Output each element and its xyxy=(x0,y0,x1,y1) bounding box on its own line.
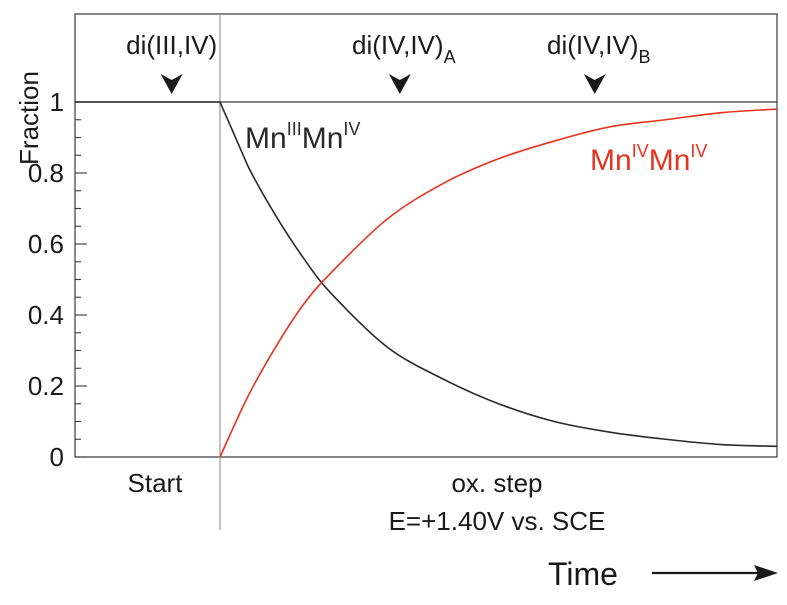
down-arrow-icon xyxy=(388,74,411,94)
time-label: Time xyxy=(548,556,618,592)
start-label: Start xyxy=(128,468,184,498)
marker-label-subscript: A xyxy=(444,47,456,67)
label-text: Mn xyxy=(590,144,632,177)
label-superscript: III xyxy=(287,119,302,139)
label-superscript: IV xyxy=(632,141,649,161)
series-group xyxy=(75,101,778,458)
marker-label: di(III,IV) xyxy=(126,30,217,60)
y-axis-label: Fraction xyxy=(14,71,44,165)
marker-label-base: di(IV,IV) xyxy=(352,30,444,60)
marker-label-base: di(IV,IV) xyxy=(547,30,639,60)
marker-label: di(IV,IV)B xyxy=(547,30,651,67)
down-arrow-icon xyxy=(583,74,606,94)
marker-label-subscript: B xyxy=(639,47,651,67)
marker-label-base: di(III,IV) xyxy=(126,30,217,60)
y-tick-label: 0 xyxy=(50,442,64,472)
time-arrow-icon xyxy=(754,565,778,581)
label-text: Mn xyxy=(302,122,344,155)
series-line-mn4mn4 xyxy=(219,108,778,458)
label-text: Mn xyxy=(649,144,691,177)
down-arrow-icon xyxy=(160,74,183,94)
series-label-mn3mn4: MnIIIMnIV xyxy=(245,119,360,155)
ox-step-label: ox. step xyxy=(451,468,542,498)
label-superscript: IV xyxy=(690,141,707,161)
y-tick-label: 0.4 xyxy=(28,300,64,330)
marker-group: di(III,IV) di(IV,IV)A di(IV,IV)B xyxy=(126,30,651,94)
potential-label: E=+1.40V vs. SCE xyxy=(389,506,606,536)
y-tick-label: 0.6 xyxy=(28,229,64,259)
y-tick-label: 1 xyxy=(50,87,64,117)
plot-frame xyxy=(74,13,778,458)
series-label-mn4mn4: MnIVMnIV xyxy=(590,141,707,177)
y-tick-label: 0.2 xyxy=(28,371,64,401)
marker-label: di(IV,IV)A xyxy=(352,30,456,67)
y-tick-label: 0.8 xyxy=(28,158,64,188)
series-line-mn3mn4 xyxy=(75,101,778,448)
label-text: Mn xyxy=(245,122,287,155)
label-superscript: IV xyxy=(343,119,360,139)
